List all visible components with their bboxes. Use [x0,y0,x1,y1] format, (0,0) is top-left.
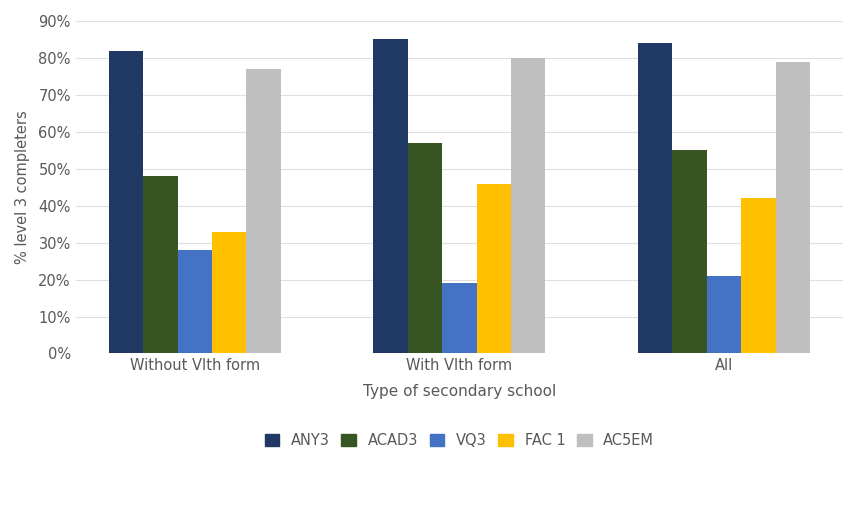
Bar [638,43,673,353]
Bar [741,198,776,353]
Legend: ANY3, ACAD3, VQ3, FAC 1, AC5EM: ANY3, ACAD3, VQ3, FAC 1, AC5EM [259,427,660,454]
Bar [178,250,212,353]
Bar [212,231,246,353]
Bar [707,276,741,353]
Bar [476,183,511,353]
Bar [408,143,442,353]
Bar [673,151,707,353]
Bar [776,61,810,353]
Bar [109,51,143,353]
Bar [511,58,546,353]
X-axis label: Type of secondary school: Type of secondary school [363,385,556,399]
Y-axis label: % level 3 completers: % level 3 completers [15,111,30,264]
Bar [143,176,178,353]
Bar [373,39,408,353]
Bar [442,283,476,353]
Bar [246,69,281,353]
